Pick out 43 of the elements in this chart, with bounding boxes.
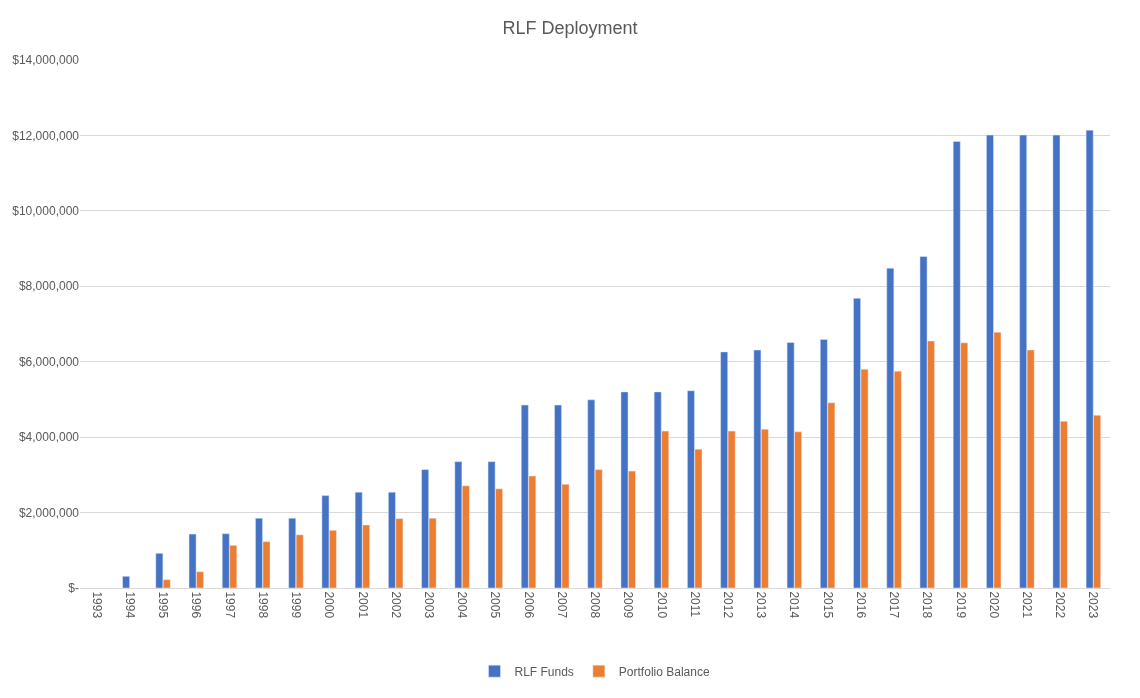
y-tick-label: $2,000,000 bbox=[18, 505, 80, 520]
x-tick-label: 2006 bbox=[521, 591, 536, 619]
x-tick-label: 2020 bbox=[986, 591, 1001, 619]
x-tick-label: 2010 bbox=[654, 591, 669, 619]
x-tick-label: 2004 bbox=[455, 591, 470, 619]
chart-title: RLF Deployment bbox=[502, 17, 638, 38]
x-tick-label: 2021 bbox=[1020, 591, 1035, 619]
y-tick-label: $8,000,000 bbox=[18, 279, 80, 294]
x-tick-label: 2001 bbox=[355, 591, 370, 619]
x-tick-label: 2002 bbox=[388, 591, 403, 619]
x-tick-label: 2009 bbox=[621, 591, 636, 619]
x-tick-label: 1999 bbox=[289, 591, 304, 619]
x-tick-label: 1993 bbox=[89, 591, 104, 619]
y-tick-label: $4,000,000 bbox=[18, 430, 80, 445]
x-tick-label: 2007 bbox=[554, 591, 569, 619]
bar bbox=[122, 576, 130, 588]
x-tick-label: 2018 bbox=[920, 591, 935, 619]
x-tick-label: 2005 bbox=[488, 591, 503, 619]
x-tick-label: 2017 bbox=[887, 591, 902, 619]
x-tick-label: 1995 bbox=[156, 591, 171, 619]
x-tick-label: 2022 bbox=[1053, 591, 1068, 619]
y-tick-label: $12,000,000 bbox=[12, 128, 80, 143]
x-tick-label: 2011 bbox=[687, 591, 702, 618]
x-tick-label: 2013 bbox=[754, 591, 769, 619]
x-tick-label: 2008 bbox=[588, 591, 603, 619]
x-tick-label: 1994 bbox=[122, 591, 137, 619]
x-tick-label: 1998 bbox=[255, 591, 270, 619]
x-tick-label: 1997 bbox=[222, 591, 237, 619]
x-tick-label: 2015 bbox=[820, 591, 835, 619]
x-tick-label: 2019 bbox=[953, 591, 968, 619]
legend-label: Portfolio Balance bbox=[618, 664, 710, 679]
y-tick-label: $10,000,000 bbox=[12, 204, 80, 219]
x-tick-label: 2014 bbox=[787, 591, 802, 619]
y-tick-label: $- bbox=[68, 581, 79, 596]
x-tick-label: 2012 bbox=[721, 591, 735, 619]
legend-label: RLF Funds bbox=[514, 664, 574, 679]
x-tick-label: 2000 bbox=[322, 591, 337, 619]
y-tick-label: $14,000,000 bbox=[12, 53, 80, 68]
y-tick-label: $6,000,000 bbox=[18, 354, 80, 369]
x-tick-label: 2023 bbox=[1086, 591, 1101, 619]
x-tick-label: 2016 bbox=[853, 591, 868, 619]
x-tick-label: 2003 bbox=[421, 591, 436, 619]
x-tick-label: 1996 bbox=[189, 591, 204, 619]
